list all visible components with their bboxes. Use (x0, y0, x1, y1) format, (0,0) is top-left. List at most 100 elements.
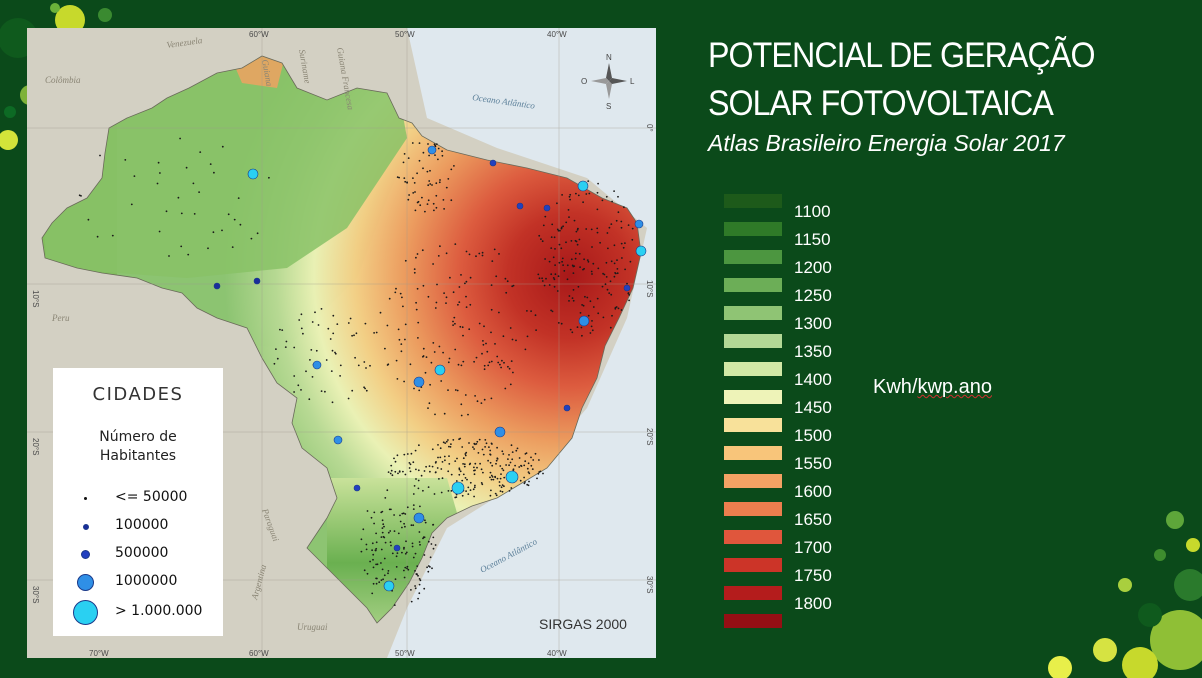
city-dot-small (491, 260, 494, 262)
city-dot-small (486, 350, 489, 353)
city-dot-small (628, 294, 631, 296)
city-dot-small (418, 531, 421, 533)
city-dot-small (279, 328, 281, 331)
city-dot-small (384, 497, 387, 499)
city-dot-small (527, 484, 530, 487)
city-dot-small (407, 568, 410, 571)
city-dot-small (365, 389, 368, 392)
city-dot-small (422, 151, 425, 154)
city-dot-small (482, 343, 485, 346)
city-dot-small (624, 268, 626, 271)
city-dot-small (563, 270, 566, 272)
city-dot-small (626, 282, 628, 285)
city-dot-small (381, 568, 384, 571)
city-dot-small (477, 452, 480, 454)
city-dot-small (590, 228, 593, 231)
city-dot-small (508, 490, 511, 492)
city-dot (393, 544, 401, 552)
city-dot-small (396, 176, 399, 179)
city-dot-small (605, 276, 608, 278)
city-dot-small (432, 523, 435, 526)
dot-symbol-small (82, 523, 89, 530)
label-uruguai: Uruguai (297, 622, 328, 632)
city-dot-small (445, 252, 448, 255)
city-dot-small (414, 209, 417, 212)
city-dot-small (579, 312, 582, 314)
city-dot-small (443, 292, 445, 294)
legend-item-over-1000000: > 1.000.000 (53, 598, 223, 626)
legend-label: 1000000 (115, 573, 178, 589)
city-dot-small (379, 311, 382, 314)
city-dot-small (489, 476, 491, 479)
city-dot-small (586, 259, 589, 261)
city-dot-small (351, 334, 353, 337)
city-dot-small (424, 371, 427, 374)
city-dot-small (499, 363, 501, 366)
city-dot-small (394, 291, 397, 294)
city-dot-small (80, 195, 82, 197)
city-dot-small (412, 508, 415, 510)
city-dot-small (429, 383, 431, 386)
city-dot-small (553, 285, 556, 288)
city-dot-small (554, 248, 556, 250)
city-dot-small (417, 487, 420, 490)
city-dot-small (462, 334, 464, 337)
city-dot-small (408, 467, 411, 469)
city-dot-small (423, 554, 426, 556)
city-dot-small (621, 257, 623, 259)
city-dot-small (501, 467, 504, 470)
city-dot-small (488, 361, 491, 364)
city-dot-small (419, 204, 422, 207)
city-dot-small (404, 513, 407, 515)
city-dot-small (445, 296, 448, 299)
city-dot-small (428, 402, 431, 405)
dot-symbol-medium (81, 550, 90, 559)
city-dot-small (628, 299, 630, 302)
city-dot-small (415, 301, 417, 304)
city-dot-small (473, 448, 475, 450)
city-dot-small (530, 464, 533, 467)
city-dot-small (317, 324, 320, 326)
unit-label: Kwh/kwp.ano (873, 376, 992, 399)
city-dot-small (422, 284, 425, 287)
city-dot-small (473, 473, 476, 476)
city-dot-small (424, 210, 426, 213)
city-dot-small (362, 528, 365, 531)
city-dot-small (413, 271, 416, 274)
city-dot-small (472, 446, 474, 448)
city-dot-small (429, 470, 431, 473)
city-dot-small (407, 157, 410, 160)
city-dot-small (591, 246, 593, 248)
city-dot-small (378, 581, 381, 584)
scale-swatch (724, 502, 782, 516)
city-dot-small (481, 352, 483, 355)
city-dot-small (419, 505, 421, 508)
decorative-circles-bottom-right (1048, 511, 1202, 678)
coord-right-10s: 10°S (645, 280, 654, 297)
city-dot-small (403, 546, 405, 549)
city-dot-small (427, 486, 430, 488)
city-dot-small (569, 198, 571, 201)
city-dot-small (369, 364, 371, 367)
city-dot-small (409, 463, 412, 466)
city-dot-small (382, 523, 385, 526)
city-dot-small (180, 212, 183, 215)
city-dot (413, 512, 425, 524)
scale-label: 1500 (794, 426, 832, 445)
city-dot-small (393, 514, 395, 516)
city-dot-small (221, 229, 223, 232)
city-dot-small (339, 364, 342, 367)
city-dot (427, 145, 437, 155)
city-dot-small (558, 261, 561, 264)
city-dot-small (496, 355, 499, 358)
city-dot-small (509, 461, 512, 464)
scale-swatch (724, 362, 782, 376)
scale-label: 1250 (794, 286, 832, 305)
city-dot-small (419, 543, 421, 546)
city-dot (247, 168, 259, 180)
city-dot-small (398, 176, 400, 179)
city-dot-small (372, 582, 375, 585)
compass-s: S (606, 102, 611, 111)
city-dot-small (605, 261, 608, 264)
city-dot-small (426, 566, 428, 569)
